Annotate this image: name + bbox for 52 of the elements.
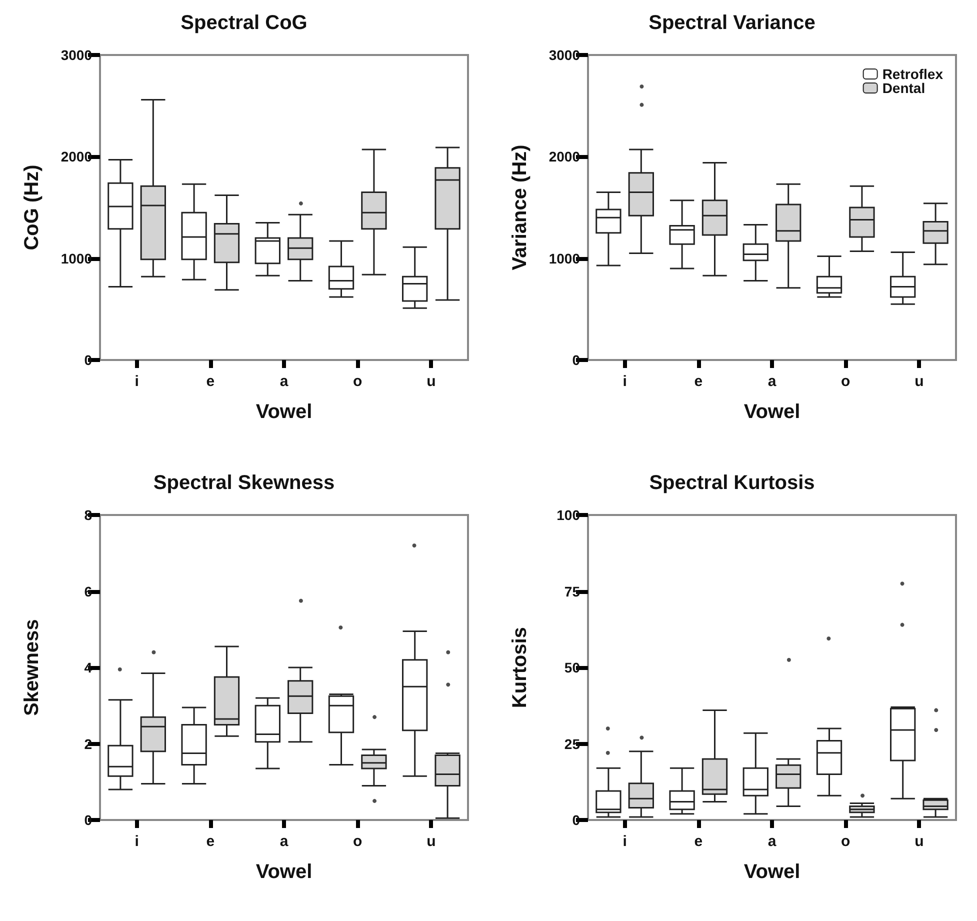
x-tick-label: i <box>622 833 627 850</box>
y-axis-title: Kurtosis <box>509 626 531 708</box>
y-axis-title: Skewness <box>21 619 43 716</box>
x-axis-title: Vowel <box>744 861 800 883</box>
y-tick-label: 4 <box>84 660 92 676</box>
legend-label: Retroflex <box>882 66 944 82</box>
y-tick-label: 3000 <box>548 47 580 63</box>
y-tick-label: 0 <box>84 812 92 828</box>
x-axis-title: Vowel <box>256 861 312 883</box>
x-tick-label: u <box>914 833 924 850</box>
y-axis-title: Variance (Hz) <box>509 144 531 270</box>
y-tick-label: 0 <box>572 812 580 828</box>
x-tick-label: a <box>768 373 777 390</box>
x-tick-label: o <box>353 833 362 850</box>
x-tick-label: a <box>280 373 289 390</box>
x-tick-label: i <box>134 373 139 390</box>
x-axis-title: Vowel <box>744 401 800 423</box>
x-tick-label: i <box>134 833 139 850</box>
y-tick-label: 0 <box>572 352 580 368</box>
y-tick-label: 2000 <box>548 148 580 165</box>
y-tick-label: 100 <box>556 507 580 523</box>
y-tick-label: 8 <box>84 507 92 523</box>
y-tick-label: 2000 <box>60 148 92 165</box>
chart-title: Spectral Variance <box>648 12 816 34</box>
x-tick-label: o <box>353 373 362 390</box>
x-tick-label: i <box>622 373 627 390</box>
legend-label: Dental <box>882 80 926 96</box>
x-tick-label: u <box>426 373 436 390</box>
x-tick-label: a <box>280 833 289 850</box>
x-tick-label: o <box>841 833 850 850</box>
y-tick-label: 2 <box>84 736 92 752</box>
x-tick-label: u <box>914 373 924 390</box>
x-axis-title: Vowel <box>256 401 312 423</box>
chart-title: Spectral CoG <box>180 12 308 34</box>
y-tick-label: 3000 <box>60 47 92 63</box>
x-tick-label: e <box>206 833 215 850</box>
y-tick-label: 25 <box>564 736 580 752</box>
x-tick-label: e <box>694 833 703 850</box>
y-tick-label: 6 <box>84 583 92 600</box>
y-tick-label: 50 <box>564 660 580 676</box>
x-tick-label: a <box>768 833 777 850</box>
y-axis-title: CoG (Hz) <box>21 164 43 250</box>
x-tick-label: e <box>694 373 703 390</box>
y-tick-label: 75 <box>564 583 580 600</box>
chart-title: Spectral Skewness <box>153 472 335 494</box>
y-tick-label: 1000 <box>548 250 580 266</box>
x-tick-label: u <box>426 833 436 850</box>
x-tick-label: o <box>841 373 850 390</box>
y-tick-label: 0 <box>84 352 92 368</box>
x-tick-label: e <box>206 373 215 390</box>
y-tick-label: 1000 <box>60 250 92 266</box>
chart-title: Spectral Kurtosis <box>649 472 815 494</box>
